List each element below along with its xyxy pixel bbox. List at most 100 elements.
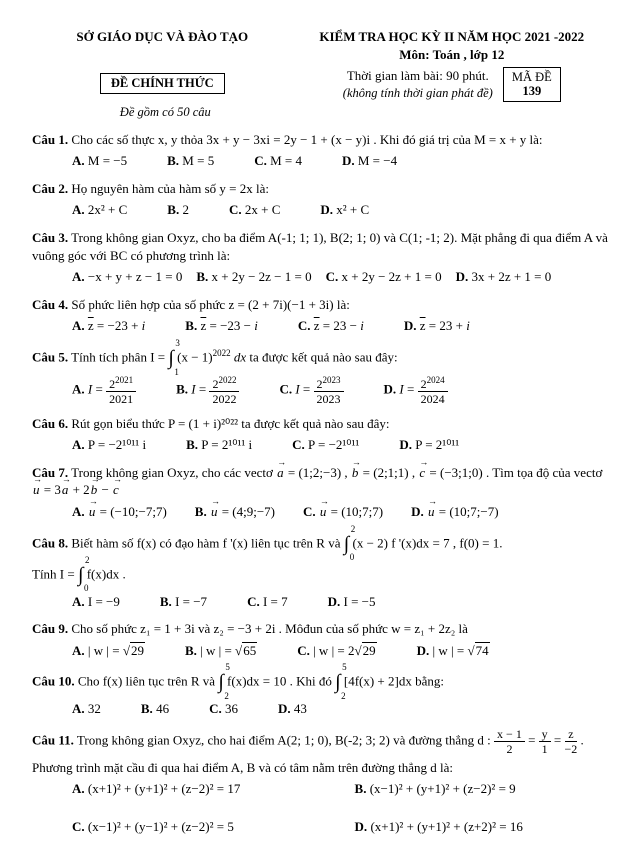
q2-choices: A. 2x² + C B. 2 C. 2x + C D. x² + C <box>72 201 611 219</box>
header-left: SỞ GIÁO DỤC VÀ ĐÀO TẠO <box>32 28 293 63</box>
question-8b: Tính I = 2 ∫ 0 f(x)dx . A. I = −9 B. I =… <box>32 562 611 611</box>
q7-b: B. u = (4;9;−7) <box>195 503 275 521</box>
q4-b: B. z = −23 − i <box>185 317 258 335</box>
q3-text: Trong không gian Oxyz, cho ba điểm A(-1;… <box>32 230 608 263</box>
question-2: Câu 2. Họ nguyên hàm của hàm số y = 2x l… <box>32 180 611 219</box>
q4-choices: A. z = −23 + i B. z = −23 − i C. z = 23 … <box>72 317 611 335</box>
q5-d: D. I = 220242024 <box>384 376 448 405</box>
q5-text1: Tính tích phân I = <box>71 349 168 364</box>
q10-label: Câu 10. <box>32 674 75 689</box>
q7-text1: Trong không gian Oxyz, cho các vectơ <box>71 465 276 480</box>
q4-label: Câu 4. <box>32 297 68 312</box>
header-right-2: Thời gian làm bài: 90 phút. (không tính … <box>293 67 611 121</box>
q10-text2: . Khi đó <box>290 674 336 689</box>
q3-c: C. x + 2y − 2z + 1 = 0 <box>326 268 442 286</box>
org-name: SỞ GIÁO DỤC VÀ ĐÀO TẠO <box>32 28 293 46</box>
q5-choices: A. I = 220212021 B. I = 220222022 C. I =… <box>72 376 611 405</box>
q7-d: D. u = (10;7;−7) <box>411 503 498 521</box>
official-box: ĐỀ CHÍNH THỨC <box>100 73 225 94</box>
q11-label: Câu 11. <box>32 732 74 747</box>
time-block: Thời gian làm bài: 90 phút. (không tính … <box>343 67 493 101</box>
q6-text: Rút gọn biểu thức P = (1 + i)²⁰²² ta đượ… <box>71 416 389 431</box>
q9-b: B. | w | = √65 <box>185 642 257 660</box>
q8-a: A. I = −9 <box>72 593 120 611</box>
q1-d: D. M = −4 <box>342 152 397 170</box>
q7-choices: A. u = (−10;−7;7) B. u = (4;9;−7) C. u =… <box>72 503 611 521</box>
q8-choices: A. I = −9 B. I = −7 C. I = 7 D. I = −5 <box>72 593 611 611</box>
question-7: Câu 7. Trong không gian Oxyz, cho các ve… <box>32 464 611 521</box>
q6-a: A. P = −2¹⁰¹¹ i <box>72 436 146 454</box>
q9-choices: A. | w | = √29 B. | w | = √65 C. | w | =… <box>72 642 611 660</box>
subject: Môn: Toán , lớp 12 <box>293 46 611 64</box>
q5-c: C. I = 220232023 <box>279 376 343 405</box>
q1-b: B. M = 5 <box>167 152 214 170</box>
q9-c: C. | w | = 2√29 <box>297 642 376 660</box>
q2-b: B. 2 <box>167 201 189 219</box>
q11-a: A. (x+1)² + (y+1)² + (z−2)² = 17 <box>72 780 315 798</box>
q3-label: Câu 3. <box>32 230 68 245</box>
q7-c: C. u = (10;7;7) <box>303 503 383 521</box>
q8b-text: Tính I = <box>32 566 78 581</box>
q8-c: C. I = 7 <box>247 593 288 611</box>
exam-title: KIỂM TRA HỌC KỲ II NĂM HỌC 2021 -2022 <box>293 28 611 46</box>
q5-label: Câu 5. <box>32 349 68 364</box>
q7-text2: . Tìm tọa độ của vectơ <box>486 465 602 480</box>
q10-a: A. 32 <box>72 700 101 718</box>
q7-a: A. u = (−10;−7;7) <box>72 503 167 521</box>
q4-text: Số phức liên hợp của số phức z = (2 + 7i… <box>71 297 349 312</box>
q11-text1: Trong không gian Oxyz, cho hai điểm A(2;… <box>77 732 494 747</box>
q2-d: D. x² + C <box>320 201 369 219</box>
q10-d: D. 43 <box>278 700 307 718</box>
header-right: KIỂM TRA HỌC KỲ II NĂM HỌC 2021 -2022 Mô… <box>293 28 611 63</box>
q3-choices: A. −x + y + z − 1 = 0 B. x + 2y − 2z − 1… <box>72 268 611 286</box>
q1-a: A. M = −5 <box>72 152 127 170</box>
q9-label: Câu 9. <box>32 621 68 636</box>
q10-int1: 5 ∫ 2 <box>218 669 223 696</box>
q10-choices: A. 32 B. 46 C. 36 D. 43 <box>72 700 611 718</box>
question-6: Câu 6. Rút gọn biểu thức P = (1 + i)²⁰²²… <box>32 415 611 454</box>
code-label: MÃ ĐỀ <box>512 70 552 84</box>
header: SỞ GIÁO DỤC VÀ ĐÀO TẠO KIỂM TRA HỌC KỲ I… <box>32 28 611 63</box>
q3-a: A. −x + y + z − 1 = 0 <box>72 268 182 286</box>
q10-b: B. 46 <box>141 700 169 718</box>
q10-text1: Cho f(x) liên tục trên R và <box>78 674 218 689</box>
time-note: (không tính thời gian phát đề) <box>343 85 493 102</box>
q6-label: Câu 6. <box>32 416 68 431</box>
q11-c: C. (x−1)² + (y−1)² + (z−2)² = 5 <box>72 818 315 836</box>
q2-label: Câu 2. <box>32 181 68 196</box>
q4-d: D. z = 23 + i <box>404 317 470 335</box>
q1-label: Câu 1. <box>32 132 68 147</box>
q4-a: A. z = −23 + i <box>72 317 145 335</box>
q8-label: Câu 8. <box>32 535 68 550</box>
q9-a: A. | w | = √29 <box>72 642 145 660</box>
q6-b: B. P = 2¹⁰¹¹ i <box>186 436 252 454</box>
question-1: Câu 1. Cho các số thực x, y thỏa 3x + y … <box>32 131 611 170</box>
q1-text: Cho các số thực x, y thỏa 3x + y − 3xi =… <box>71 132 542 147</box>
q5-b: B. I = 220222022 <box>176 376 239 405</box>
code-value: 139 <box>512 84 552 98</box>
q8-text2: , f(0) = 1. <box>453 535 503 550</box>
q10-int2: 5 ∫ 2 <box>335 669 340 696</box>
question-10: Câu 10. Cho f(x) liên tục trên R và 5 ∫ … <box>32 669 611 718</box>
time: Thời gian làm bài: 90 phút. <box>343 67 493 85</box>
question-4: Câu 4. Số phức liên hợp của số phức z = … <box>32 296 611 335</box>
q5-integral: 3 ∫ 1 <box>168 345 173 372</box>
question-count: Đề gồm có 50 câu <box>32 104 293 121</box>
q4-c: C. z = 23 − i <box>298 317 364 335</box>
q1-choices: A. M = −5 B. M = 5 C. M = 4 D. M = −4 <box>72 152 611 170</box>
q5-a: A. I = 220212021 <box>72 376 136 405</box>
q11-choices: A. (x+1)² + (y+1)² + (z−2)² = 17 B. (x−1… <box>72 780 611 835</box>
question-3: Câu 3. Trong không gian Oxyz, cho ba điể… <box>32 229 611 286</box>
q10-c: C. 36 <box>209 700 238 718</box>
q8-text1: Biết hàm số f(x) có đạo hàm f '(x) liên … <box>71 535 343 550</box>
q1-c: C. M = 4 <box>254 152 302 170</box>
q8b-integral: 2 ∫ 0 <box>78 562 83 589</box>
q6-d: D. P = 2¹⁰¹¹ <box>399 436 459 454</box>
q2-text: Họ nguyên hàm của hàm số y = 2x là: <box>71 181 269 196</box>
q11-b: B. (x−1)² + (y+1)² + (z−2)² = 9 <box>355 780 598 798</box>
q8-integral: 2 ∫ 0 <box>344 531 349 558</box>
q5-text2: ta được kết quả nào sau đây: <box>249 349 397 364</box>
q9-text: Cho số phức z₁ = 1 + 3i và z₂ = −3 + 2i … <box>71 621 468 636</box>
question-5: Câu 5. Tính tích phân I = 3 ∫ 1 (x − 1)2… <box>32 345 611 405</box>
question-8: Câu 8. Biết hàm số f(x) có đạo hàm f '(x… <box>32 531 611 558</box>
